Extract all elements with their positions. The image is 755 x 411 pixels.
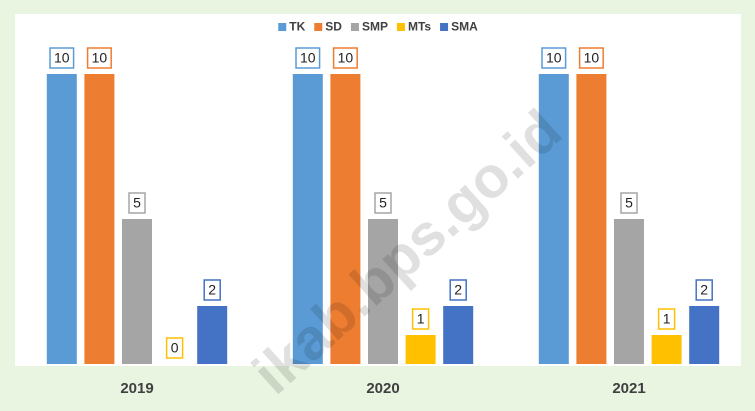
data-label-box xyxy=(578,47,604,69)
data-label: 2 xyxy=(454,282,462,298)
data-label-box xyxy=(128,192,146,214)
bar xyxy=(651,335,682,364)
legend-swatch xyxy=(440,23,449,31)
legend: TK SD SMP MTs SMA xyxy=(278,20,478,34)
bar xyxy=(330,74,361,364)
bar xyxy=(405,335,436,364)
legend-label: SD xyxy=(325,20,342,34)
legend-label: TK xyxy=(289,20,305,34)
legend-label: SMA xyxy=(451,20,478,34)
bar xyxy=(368,219,398,364)
data-label-box xyxy=(295,47,321,69)
bar xyxy=(122,219,152,364)
bar xyxy=(689,306,720,364)
legend-label: SMP xyxy=(362,20,388,34)
data-label-box xyxy=(49,47,75,69)
data-label: 1 xyxy=(417,311,425,327)
data-label-box xyxy=(374,192,392,214)
data-label: 0 xyxy=(171,340,179,356)
data-label: 1 xyxy=(663,311,671,327)
bar xyxy=(197,306,228,364)
data-label-box xyxy=(449,279,467,301)
data-label-box xyxy=(620,192,638,214)
x-tick-label: 2019 xyxy=(120,380,153,397)
data-label: 2 xyxy=(208,282,216,298)
data-label: 5 xyxy=(379,195,387,211)
bar xyxy=(614,219,644,364)
data-label: 10 xyxy=(54,50,70,66)
data-label: 10 xyxy=(92,50,108,66)
x-tick-label: 2021 xyxy=(612,380,645,397)
data-label-box xyxy=(411,308,430,330)
legend-swatch xyxy=(278,23,287,31)
bar xyxy=(443,306,474,364)
bar xyxy=(576,74,607,364)
data-label-box xyxy=(332,47,358,69)
data-label: 5 xyxy=(133,195,141,211)
legend-swatch xyxy=(396,23,405,31)
legend-swatch xyxy=(350,23,359,31)
data-label-box xyxy=(86,47,112,69)
data-label: 5 xyxy=(625,195,633,211)
data-label: 10 xyxy=(300,50,316,66)
data-label-box xyxy=(695,279,713,301)
bar xyxy=(46,74,77,364)
data-label: 10 xyxy=(584,50,600,66)
bar xyxy=(84,74,115,364)
data-label-box xyxy=(203,279,221,301)
legend-label: MTs xyxy=(408,20,431,34)
legend-swatch xyxy=(314,23,323,31)
bar xyxy=(292,74,323,364)
data-label: 2 xyxy=(700,282,708,298)
data-label-box xyxy=(657,308,676,330)
data-label-box xyxy=(165,337,184,359)
x-tick-label: 2020 xyxy=(366,380,399,397)
data-label-box xyxy=(541,47,567,69)
bar xyxy=(538,74,569,364)
data-label: 10 xyxy=(338,50,354,66)
data-label: 10 xyxy=(546,50,562,66)
